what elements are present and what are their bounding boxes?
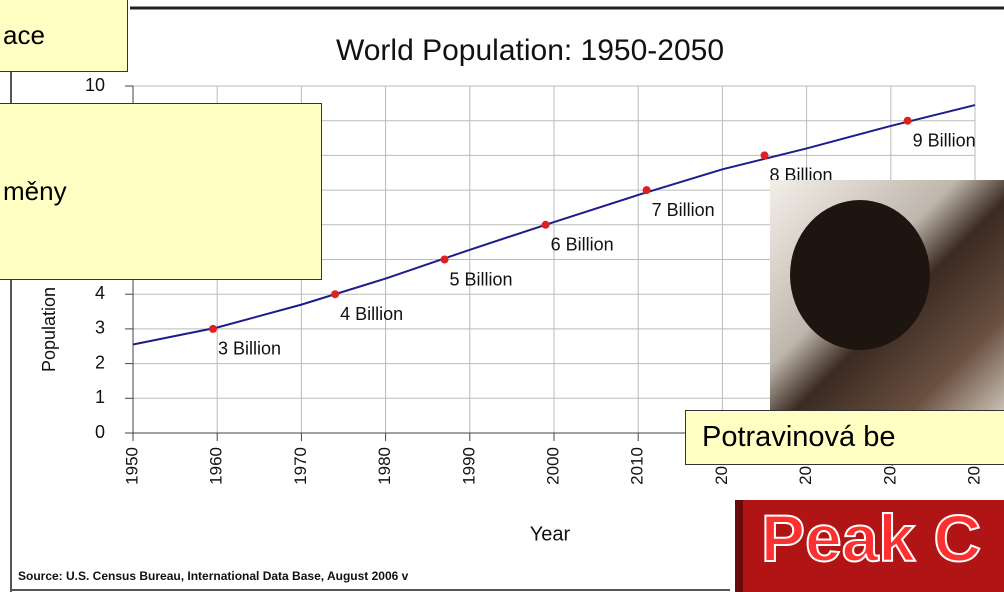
- x-tick-label: 1950: [122, 447, 141, 485]
- milestone-label: 4 Billion: [340, 304, 403, 324]
- milestone-label: 6 Billion: [551, 235, 614, 255]
- photo: [770, 180, 1004, 410]
- chart-title: World Population: 1950-2050: [336, 34, 724, 67]
- y-axis-label: Population: [39, 287, 59, 372]
- x-tick-label: 2000: [543, 447, 562, 485]
- x-axis-label: Year: [530, 523, 571, 545]
- milestone-point: [441, 256, 449, 264]
- milestone-point: [643, 186, 651, 194]
- text-box: ace: [0, 0, 128, 72]
- photo-figure: [790, 200, 930, 350]
- y-tick-label: 4: [95, 283, 105, 303]
- milestone-label: 3 Billion: [218, 339, 281, 359]
- y-tick-label: 1: [95, 387, 105, 407]
- milestone-point: [331, 290, 339, 298]
- milestone-label: 7 Billion: [652, 200, 715, 220]
- x-tick-label: 1970: [291, 447, 310, 485]
- y-tick-label: 10: [85, 75, 105, 95]
- slide: World Population: 1950-2050 Year Populat…: [0, 0, 1004, 592]
- book-cover: Peak C: [735, 500, 1004, 592]
- milestone-label: 5 Billion: [450, 269, 513, 289]
- x-tick-label: 2010: [628, 447, 647, 485]
- y-tick-label: 2: [95, 352, 105, 372]
- x-tick-label: 1990: [459, 447, 478, 485]
- box-text: měny: [3, 176, 67, 207]
- box-text: ace: [3, 20, 45, 51]
- book-title: Peak C: [761, 500, 981, 576]
- milestone-label: 9 Billion: [913, 130, 976, 150]
- y-tick-label: 3: [95, 318, 105, 338]
- caption-box: Potravinová be: [685, 410, 1004, 465]
- caption-text: Potravinová be: [702, 421, 895, 454]
- x-tick-label: 1960: [207, 447, 226, 485]
- y-tick-label: 0: [95, 422, 105, 442]
- milestone-point: [761, 151, 769, 159]
- source-note: Source: U.S. Census Bureau, Internationa…: [18, 569, 409, 583]
- milestone-point: [904, 117, 912, 125]
- text-box: měny: [0, 103, 322, 280]
- milestone-point: [209, 325, 217, 333]
- x-tick-label: 1980: [375, 447, 394, 485]
- milestone-point: [542, 221, 550, 229]
